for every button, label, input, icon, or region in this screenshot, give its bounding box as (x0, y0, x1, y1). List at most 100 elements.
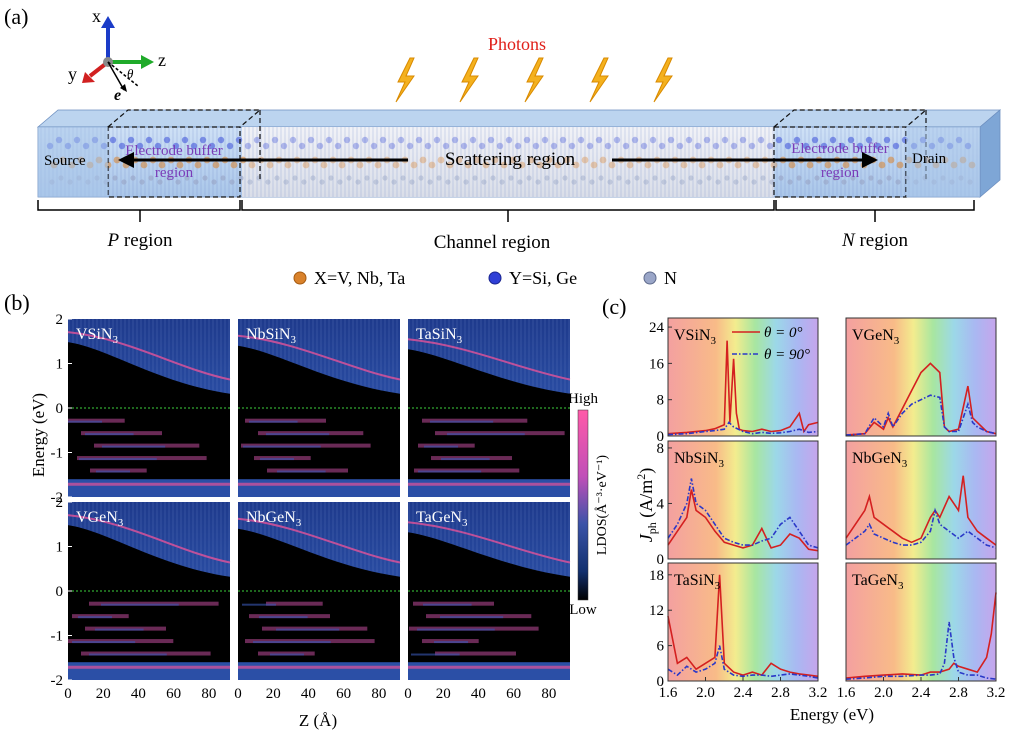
atom-n (175, 179, 181, 185)
atom-y (811, 136, 819, 144)
atom-x (419, 156, 427, 164)
atom-n (328, 175, 334, 181)
atom-y (865, 136, 873, 144)
atom-n (544, 175, 550, 181)
atom-x (491, 156, 499, 164)
legend-label: θ = 90° (764, 347, 810, 363)
atom-y (784, 142, 792, 150)
atom-x (455, 156, 463, 164)
atom-n (265, 179, 271, 185)
atom-x (500, 161, 508, 169)
atom-n (166, 175, 172, 181)
atom-y (478, 142, 486, 150)
panel-b: (b) VSiN3 2 1 0 -1 -2 NbSiN3 TaSiN3 VGeN3 2 1 0 -1 -2… (4, 290, 610, 730)
atom-x (887, 156, 895, 164)
photocurrent-chart: NbSiN3 8 4 0 (657, 440, 819, 568)
atom-x (464, 161, 472, 169)
legend-atom-y-label: Y=Si, Ge (509, 268, 577, 288)
atom-y (280, 142, 288, 150)
atom-y (397, 136, 405, 144)
ytick-label: 1 (56, 357, 64, 373)
series-theta-0-line (667, 489, 819, 552)
atom-n (517, 179, 523, 185)
atom-n (319, 179, 325, 185)
atom-y (829, 136, 837, 144)
atom-x (644, 161, 652, 169)
atom-y (370, 142, 378, 150)
atom-x (266, 161, 274, 169)
ldos-map-tagen3: TaGeN3 0 20 40 60 80 (404, 502, 571, 702)
atom-n (202, 175, 208, 181)
atom-x (212, 161, 220, 169)
ytick-label: 0 (657, 552, 665, 568)
atom-y (145, 136, 153, 144)
photocurrent-chart: TaSiN3 18 12 6 01.6 2.0 2.4 2.8 3.2 (649, 562, 827, 701)
atom-n (454, 175, 460, 181)
atom-n (823, 179, 829, 185)
atom-y (568, 142, 576, 150)
series-theta-90-line (845, 507, 997, 549)
atom-x (878, 161, 886, 169)
atom-x (572, 161, 580, 169)
region-brackets (37, 200, 975, 222)
atom-n (490, 175, 496, 181)
atom-y (469, 136, 477, 144)
atom-x (824, 161, 832, 169)
atom-y (694, 142, 702, 150)
ytick-label: 16 (649, 356, 665, 372)
ldos-map-tasin3: TaSiN3 (407, 319, 571, 497)
atom-y (343, 136, 351, 144)
atom-y (793, 136, 801, 144)
atom-y (118, 142, 126, 150)
atom-y (181, 136, 189, 144)
xtick-label: 80 (201, 686, 216, 702)
atom-y (883, 136, 891, 144)
ldos-map-label: NbSiN3 (246, 326, 296, 346)
atom-n (895, 179, 901, 185)
legend-label: θ = 0° (764, 325, 803, 341)
panel-a-label: (a) (4, 4, 28, 29)
series-theta-0-line (845, 592, 997, 679)
atom-x (806, 161, 814, 169)
atom-x (176, 161, 184, 169)
atom-x (410, 161, 418, 169)
atom-y (352, 142, 360, 150)
panel-c-xlabel: Energy (eV) (790, 705, 874, 724)
atom-n (616, 175, 622, 181)
atom-n (346, 175, 352, 181)
atom-n (625, 179, 631, 185)
atom-n (193, 179, 199, 185)
atom-x (518, 161, 526, 169)
atom-n (148, 175, 154, 181)
axis-z-label: z (158, 50, 166, 70)
atom-y (577, 136, 585, 144)
atom-n (832, 175, 838, 181)
panel-b-ylabel: Energy (eV) (29, 393, 48, 477)
photon-bolts (395, 57, 673, 103)
ytick-label: -2 (51, 490, 64, 506)
atom-n (589, 179, 595, 185)
atom-y (253, 136, 261, 144)
xtick-label: 2.0 (696, 685, 715, 701)
atom-y (388, 142, 396, 150)
series-theta-90-line (845, 394, 997, 436)
atom-y (595, 136, 603, 144)
ytick-label: 8 (657, 441, 665, 457)
atom-n (256, 175, 262, 181)
atom-y (892, 142, 900, 150)
panel-c-ylabel: Jph (A/m2) (634, 468, 659, 543)
ytick-label: 18 (649, 568, 664, 584)
xtick-label: 2.4 (912, 685, 931, 701)
atom-n (724, 175, 730, 181)
series-theta-0-line (667, 574, 819, 678)
atom-x (428, 161, 436, 169)
atom-x (554, 161, 562, 169)
ytick-label: 0 (56, 584, 64, 600)
atom-y (451, 136, 459, 144)
atom-n (238, 175, 244, 181)
atom-n (643, 179, 649, 185)
legend-atom-x-label: X=V, Nb, Ta (314, 268, 405, 288)
atom-n (292, 175, 298, 181)
